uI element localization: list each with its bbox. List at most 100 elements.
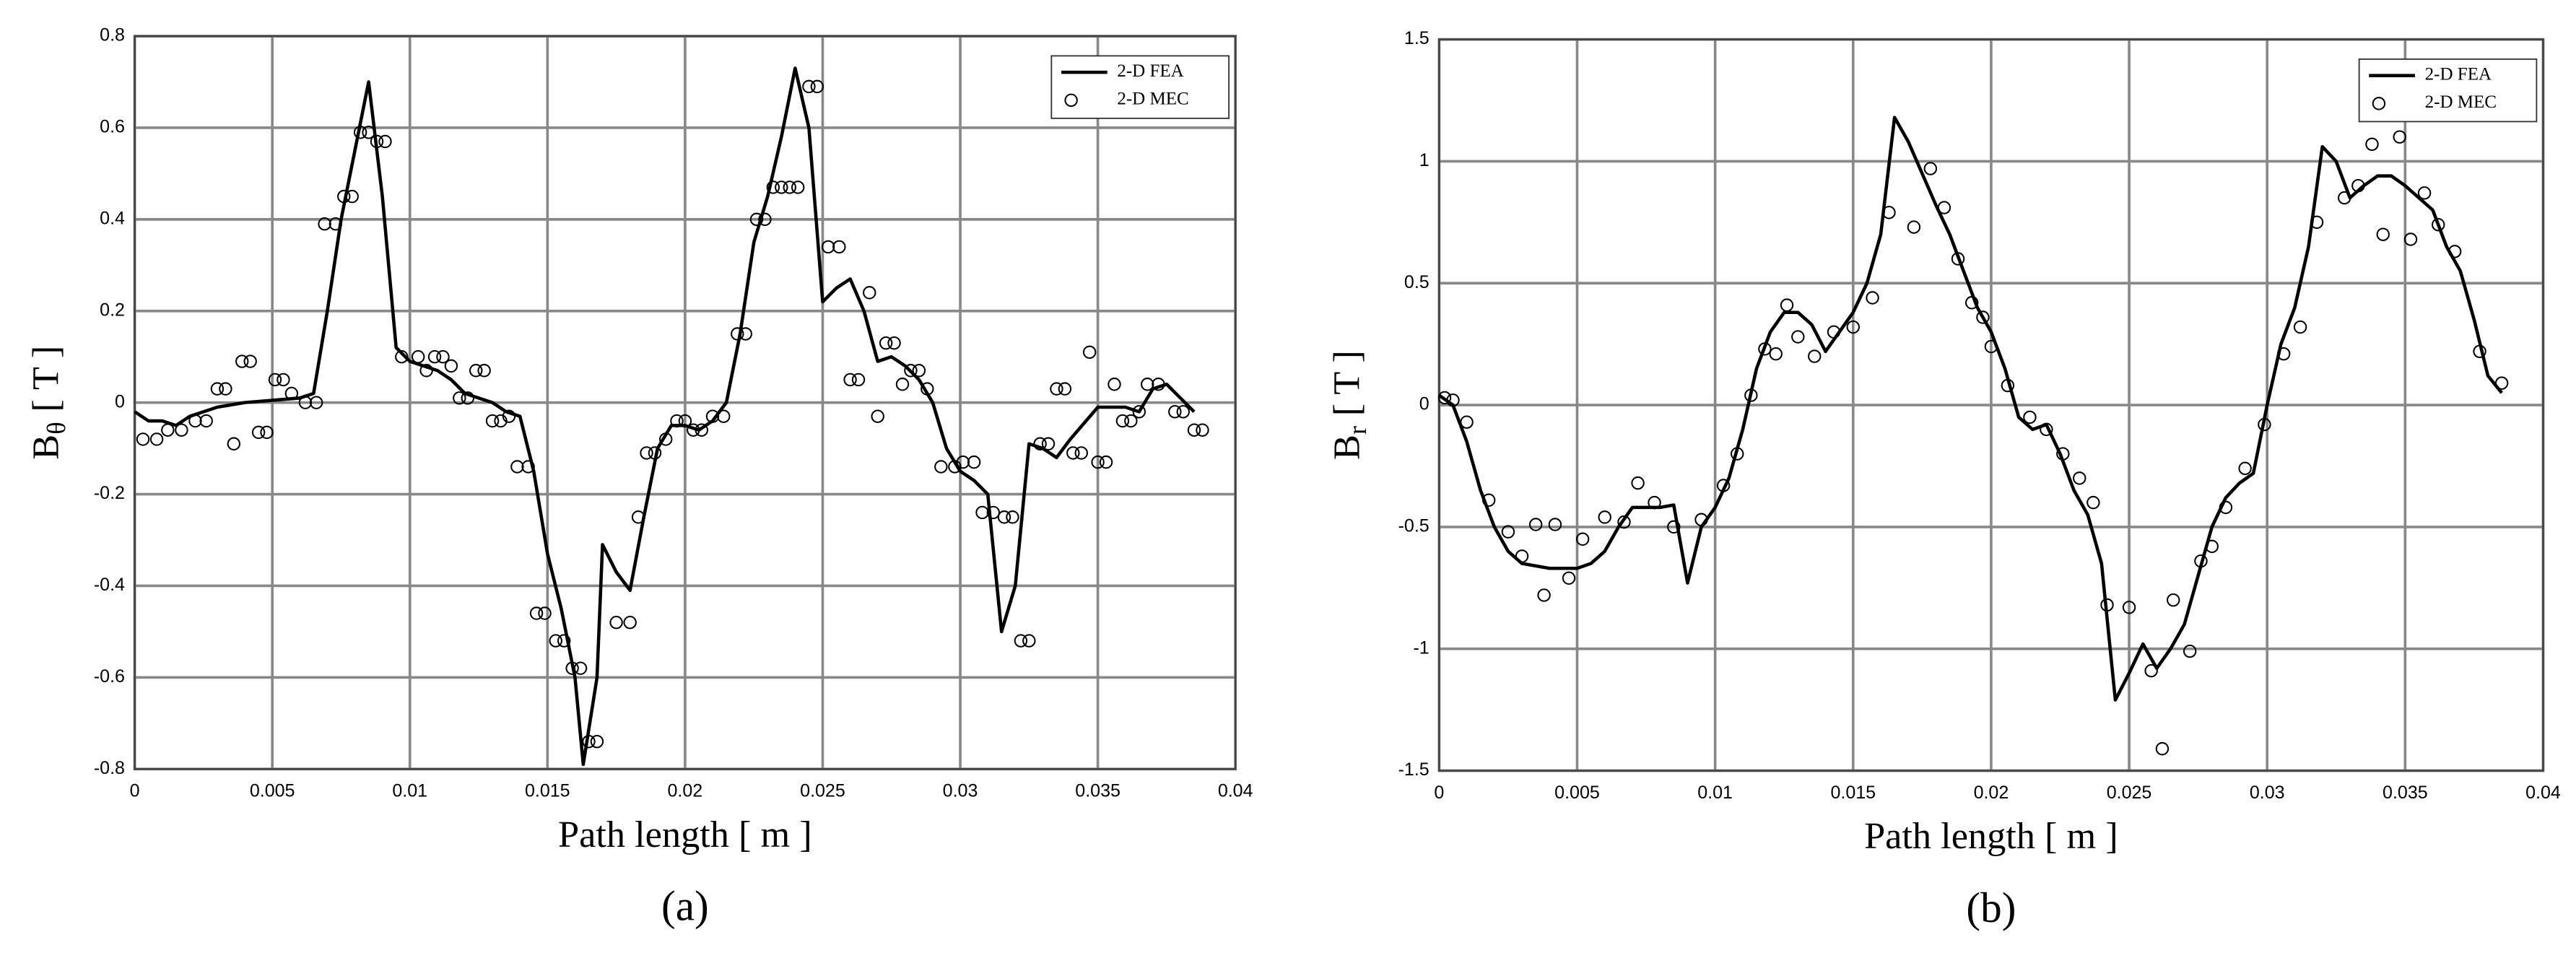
data-point	[453, 391, 466, 405]
data-point	[1091, 455, 1105, 469]
caption: (b)	[1966, 884, 2016, 931]
data-point	[887, 336, 901, 350]
data-point	[1907, 220, 1921, 234]
data-point	[948, 460, 962, 474]
data-point	[2122, 601, 2136, 614]
data-point	[2219, 500, 2233, 515]
data-point	[1769, 347, 1783, 361]
data-point	[775, 180, 788, 194]
data-point	[1964, 296, 1979, 310]
data-line	[134, 66, 1196, 767]
data-point	[469, 364, 483, 378]
data-point	[1827, 325, 1841, 339]
data-point	[1694, 513, 1708, 526]
y-tick-label: 0.8	[100, 25, 125, 45]
data-point	[1923, 162, 1938, 175]
plot-border	[134, 35, 1237, 770]
y-tick-label: -1	[1413, 637, 1429, 658]
data-point	[199, 414, 213, 428]
data-point	[766, 180, 780, 194]
data-point	[2183, 644, 2197, 658]
data-point	[678, 414, 692, 428]
x-tick-label: 0.04	[1218, 781, 1253, 801]
data-point	[1528, 518, 1543, 531]
data-point	[227, 437, 241, 450]
data-point	[1022, 634, 1036, 648]
data-point	[2351, 178, 2365, 193]
data-point	[2238, 461, 2252, 476]
data-point	[2023, 410, 2037, 424]
data-point	[1937, 201, 1951, 214]
x-tick-label: 0.04	[2525, 783, 2561, 803]
data-point	[843, 373, 857, 387]
x-tick-label: 0.035	[2383, 783, 2428, 803]
x-tick-label: 0.005	[1554, 783, 1600, 803]
data-point	[328, 217, 343, 231]
y-tick-label: 0.5	[1404, 272, 1430, 292]
data-point	[485, 414, 500, 428]
legend: 2-D FEA 2-D MEC	[2358, 58, 2538, 123]
data-point	[2310, 215, 2324, 230]
data-point	[2167, 593, 2180, 607]
legend-swatch	[2372, 97, 2386, 110]
data-point	[783, 180, 796, 194]
data-point	[2494, 376, 2509, 390]
y-tick-label: 1.5	[1404, 28, 1430, 48]
data-point	[1575, 532, 1590, 546]
y-tick-label: 0	[1419, 394, 1430, 414]
data-point	[640, 446, 653, 460]
data-point	[1141, 378, 1154, 391]
x-tick-label: 0.015	[1830, 783, 1876, 803]
x-tick-label: 0.025	[800, 781, 845, 801]
data-point	[912, 364, 926, 378]
data-point	[362, 126, 375, 139]
data-point	[2194, 554, 2208, 568]
data-point	[1437, 391, 1452, 405]
y-tick-label: 0	[115, 391, 125, 411]
data-point	[284, 386, 299, 401]
x-tick-label: 0	[1434, 783, 1444, 803]
data-point	[2403, 232, 2418, 246]
data-point	[658, 432, 673, 446]
legend-swatch	[1064, 93, 1078, 108]
data-line	[1438, 116, 2503, 702]
data-point	[1176, 405, 1190, 419]
data-point	[1481, 493, 1496, 507]
data-point	[1598, 510, 1611, 524]
data-point	[851, 373, 866, 387]
y-tick-label: -0.2	[94, 483, 125, 503]
plot-border	[1437, 38, 2544, 772]
data-point	[2417, 186, 2432, 200]
data-point	[477, 364, 491, 378]
legend-box	[1050, 55, 1230, 119]
y-tick-label: 0.6	[100, 117, 125, 137]
data-point	[609, 615, 623, 630]
data-point	[1562, 571, 1576, 585]
data-point	[494, 414, 508, 428]
data-point	[687, 423, 700, 437]
data-point	[219, 382, 232, 396]
data-point	[623, 615, 637, 630]
legend-label: 2-D FEA	[1117, 61, 1183, 81]
y-axis-symbol: B	[25, 435, 66, 460]
data-point	[1152, 378, 1165, 391]
legend-label: 2-D MEC	[1117, 90, 1188, 109]
data-point	[260, 425, 274, 440]
data-point	[1033, 437, 1047, 450]
y-tick-label: 1	[1419, 150, 1430, 170]
data-point	[921, 382, 934, 396]
data-point	[2473, 344, 2486, 359]
data-point	[2205, 539, 2219, 554]
data-point	[1882, 206, 1896, 219]
data-point	[810, 79, 824, 94]
data-point	[863, 286, 876, 300]
y-axis-title: Bθ [ T ]	[25, 346, 71, 460]
data-point	[1501, 525, 1515, 539]
data-point	[986, 505, 1000, 520]
data-point	[411, 349, 425, 364]
data-point	[758, 212, 772, 227]
data-point	[2432, 218, 2445, 232]
y-axis-unit: [ T ]	[1326, 350, 1367, 416]
data-point	[705, 409, 720, 423]
data-point	[1866, 291, 1879, 305]
